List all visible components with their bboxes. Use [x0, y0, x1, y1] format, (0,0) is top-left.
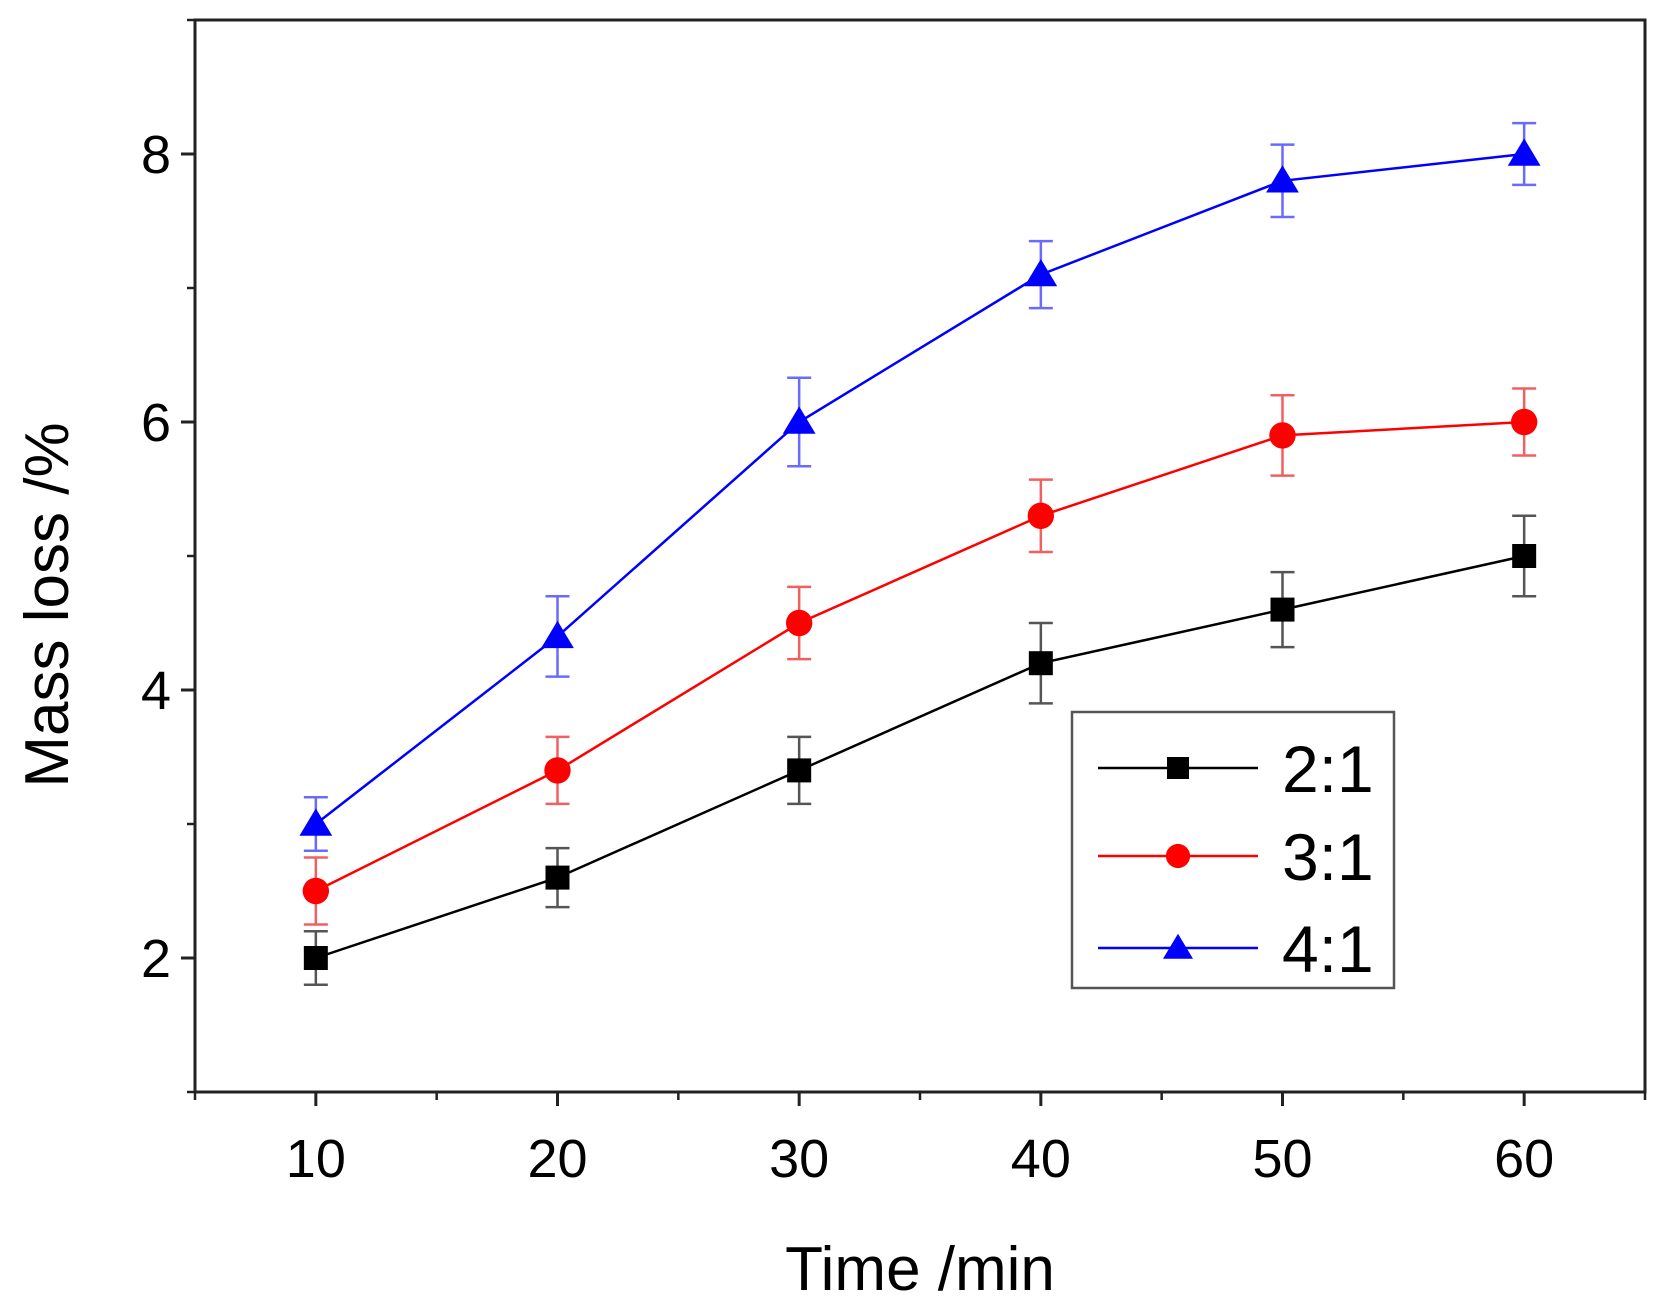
- legend-label: 4:1: [1282, 912, 1374, 986]
- series-line: [315, 152, 1525, 825]
- marker-circle: [302, 877, 330, 905]
- marker-triangle: [299, 808, 333, 836]
- series-layer: [299, 121, 1541, 987]
- legend-entry: 3:1: [1098, 820, 1374, 894]
- marker-circle: [785, 609, 813, 637]
- legend-label: 3:1: [1282, 820, 1374, 894]
- legend-box: [1070, 710, 1396, 990]
- marker-square: [1270, 597, 1295, 622]
- x-tick-label: 10: [286, 1129, 346, 1189]
- marker-circle: [1165, 843, 1191, 869]
- x-axis-title: Time /min: [785, 1235, 1055, 1304]
- marker-circle: [1269, 422, 1296, 449]
- marker-triangle: [1266, 165, 1299, 193]
- legend-label: 2:1: [1282, 732, 1374, 806]
- series-line: [315, 554, 1525, 960]
- marker-square: [1167, 757, 1189, 779]
- marker-circle: [1510, 408, 1538, 436]
- marker-square: [1028, 651, 1053, 676]
- x-axis: 10 20 30 40 50 60: [193, 1092, 1647, 1189]
- y-tick-label: 2: [141, 929, 171, 989]
- x-tick-label: 40: [1011, 1129, 1071, 1189]
- marker-triangle: [782, 406, 816, 434]
- marker-triangle: [541, 620, 574, 649]
- marker-circle: [544, 757, 571, 784]
- series-3-1: [302, 387, 1538, 926]
- marker-triangle: [1162, 933, 1194, 959]
- x-tick-label: 20: [527, 1129, 587, 1189]
- x-tick-label: 60: [1494, 1129, 1554, 1189]
- marker-square: [545, 865, 570, 890]
- y-axis: 2 4 6 8: [141, 18, 195, 1094]
- y-tick-label: 4: [141, 661, 171, 721]
- x-tick-label: 50: [1252, 1129, 1312, 1189]
- marker-triangle: [1024, 259, 1058, 287]
- legend-entry: 4:1: [1098, 912, 1374, 986]
- series-line: [315, 420, 1525, 893]
- marker-triangle: [1507, 138, 1541, 166]
- series-2-1: [303, 514, 1537, 987]
- marker-square: [303, 946, 328, 970]
- y-tick-label: 6: [141, 393, 171, 453]
- y-tick-label: 8: [141, 125, 171, 185]
- marker-square: [1512, 544, 1537, 568]
- legend-entry: 2:1: [1098, 732, 1374, 806]
- marker-circle: [1027, 502, 1055, 529]
- plot-frame: [193, 18, 1647, 1094]
- series-4-1: [299, 121, 1541, 853]
- y-axis-title: Mass loss /%: [13, 422, 82, 787]
- x-tick-label: 30: [769, 1129, 829, 1189]
- marker-square: [787, 758, 812, 783]
- legend: 2:1 3:1 4:1: [1070, 710, 1396, 990]
